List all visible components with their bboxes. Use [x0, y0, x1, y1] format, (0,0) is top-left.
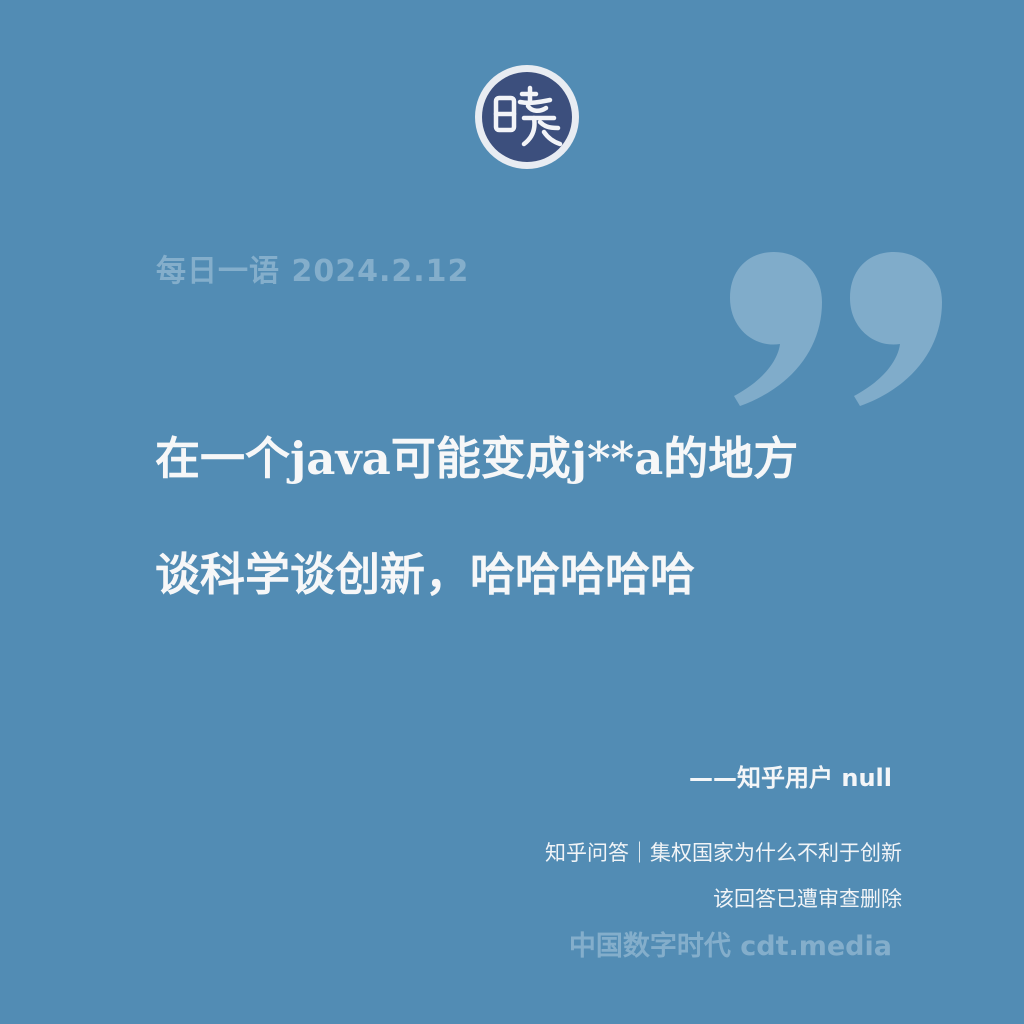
footer-brand: 中国数字时代 cdt.media	[568, 931, 892, 962]
date-line: 每日一语 2024.2.12	[156, 254, 470, 289]
seal-logo-icon	[474, 64, 580, 170]
quote-line-1: 在一个java可能变成j**a的地方	[155, 432, 799, 485]
quote-line-2: 谈科学谈创新，哈哈哈哈哈	[155, 548, 696, 601]
source-note: 该回答已遭审查删除	[713, 887, 902, 911]
attribution: ——知乎用户 null	[689, 764, 892, 792]
closing-quote-icon	[718, 246, 956, 408]
source-title: 知乎问答｜集权国家为什么不利于创新	[545, 841, 902, 865]
